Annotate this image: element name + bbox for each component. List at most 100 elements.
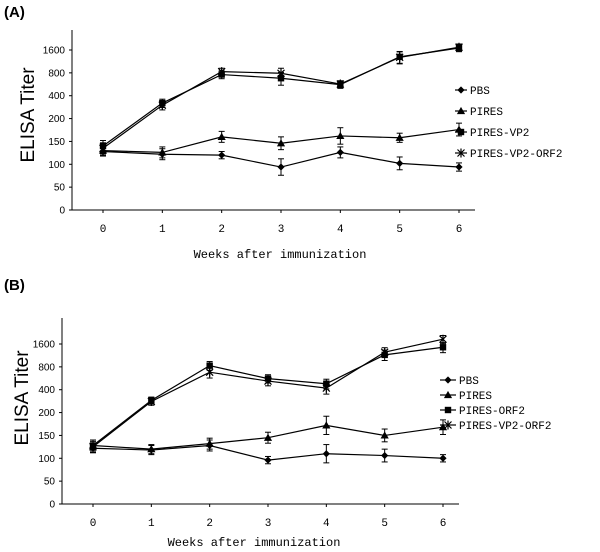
panel-b-data-point (205, 367, 214, 377)
panel-b-data-point (264, 456, 272, 464)
panel-b-data-point (381, 451, 389, 460)
panel-b-x-tick-label: 4 (323, 518, 330, 530)
panel-b-series-1 (88, 415, 448, 455)
panel-a-data-point (277, 68, 285, 78)
panel-a-legend-label: PIRES-VP2 (470, 128, 529, 140)
panel-a-series-1 (98, 122, 464, 159)
panel-a: (A) ELISA Titer Weeks after immunization… (4, 4, 562, 262)
panel-b-legend-label: PIRES-VP2-ORF2 (459, 421, 551, 433)
panel-b: (B) ELISA Titer Weeks after immunization… (4, 277, 551, 550)
panel-b-x-tick-label: 5 (381, 518, 388, 530)
panel-a-y-tick-label: 0 (59, 206, 65, 217)
panel-a-series-2 (99, 44, 463, 152)
panel-b-y-tick-label: 150 (38, 431, 55, 442)
panel-b-series-line (92, 346, 444, 446)
panel-b-legend-item: PIRES (440, 390, 492, 403)
panel-a-data-point (276, 139, 286, 147)
panel-a-data-point (336, 79, 345, 89)
panel-b-data-point (147, 445, 156, 453)
panel-b-x-tick-label: 6 (440, 518, 447, 530)
panel-b-legend-marker (443, 390, 453, 399)
panel-b-x-axis-label: Weeks after immunization (168, 536, 341, 550)
panel-b-y-tick-label: 800 (38, 362, 55, 373)
panel-a-series-3 (99, 42, 463, 155)
panel-a-x-tick-label: 3 (278, 224, 285, 236)
panel-b-y-tick-label: 100 (38, 454, 55, 465)
panel-b-data-point (147, 396, 156, 406)
panel-b-y-tick-label: 400 (38, 385, 55, 396)
panel-b-y-ticks: 0 50 100 150 200 400 800 1600 (33, 340, 62, 511)
panel-a-legend-marker (457, 86, 465, 94)
panel-b-legend-label: PIRES-ORF2 (459, 406, 525, 418)
panel-a-data-point (455, 42, 463, 52)
panel-a-data-point (396, 159, 404, 167)
panel-b-y-tick-label: 1600 (33, 340, 56, 351)
panel-a-legend: PBS PIRES PIRES-VP2 PIRES-VP2-ORF2 (455, 86, 562, 161)
panel-b-data-point (89, 442, 97, 452)
panel-b-series-line (92, 338, 444, 448)
panel-a-data-point (158, 148, 167, 156)
panel-b-legend-label: PBS (459, 376, 479, 388)
panel-a-series-0 (99, 146, 463, 176)
panel-a-y-tick-label: 200 (48, 114, 65, 125)
panel-a-data-point (336, 131, 345, 140)
panel-b-x-ticks: 0 1 2 3 4 5 6 (90, 504, 447, 530)
panel-a-data-point (218, 151, 226, 159)
panel-b-data-point (205, 439, 214, 447)
panel-a-y-tick-label: 50 (54, 183, 66, 194)
panel-b-data-point (380, 431, 389, 439)
panel-a-data-point (217, 67, 226, 77)
panel-a-data-point (158, 100, 167, 110)
panel-a-series-line (102, 46, 460, 149)
panel-a-x-tick-label: 1 (159, 224, 166, 236)
panel-b-legend: PBS PIRES PIRES-ORF2 PIRES-VP2-ORF2 (440, 376, 551, 433)
panel-b-y-tick-label: 50 (44, 477, 56, 488)
panel-a-legend-marker (457, 148, 465, 158)
panel-a-legend-label: PIRES (470, 107, 503, 119)
panel-b-data-point (322, 421, 331, 429)
panel-b-plot-area (88, 334, 448, 465)
panel-b-data-point (322, 383, 331, 393)
panel-a-label: (A) (4, 4, 25, 21)
panel-a-legend-item: PIRES (455, 106, 503, 119)
panel-a-x-tick-label: 4 (337, 224, 344, 236)
panel-a-data-point (455, 163, 463, 171)
panel-b-data-point (439, 344, 447, 351)
panel-b-x-tick-label: 1 (148, 518, 155, 530)
panel-a-legend-marker (456, 106, 466, 115)
panel-a-data-point (395, 52, 404, 62)
panel-a-legend-item: PBS (455, 86, 490, 98)
panel-a-y-tick-label: 400 (48, 91, 65, 102)
panel-b-legend-item: PIRES-ORF2 (440, 406, 525, 418)
panel-b-label: (B) (4, 277, 25, 294)
panel-a-y-axis-label: ELISA Titer (18, 67, 39, 163)
panel-a-x-tick-label: 0 (100, 224, 107, 236)
panel-b-data-point (264, 376, 272, 386)
panel-a-legend-label: PBS (470, 86, 490, 98)
panel-a-x-tick-label: 5 (396, 224, 403, 236)
panel-b-data-point (263, 433, 273, 441)
panel-b-legend-item: PBS (440, 376, 479, 388)
panel-a-x-ticks: 0 1 2 3 4 5 6 (100, 210, 463, 236)
panel-a-y-ticks: 0 50 100 150 200 400 800 1600 (43, 46, 72, 217)
panel-a-x-axis-label: Weeks after immunization (194, 248, 367, 262)
panel-a-data-point (217, 132, 226, 140)
panel-a-y-tick-label: 1600 (43, 46, 66, 57)
panel-b-axes (61, 318, 459, 505)
panel-a-data-point (99, 143, 107, 153)
panel-b-y-tick-label: 200 (38, 408, 55, 419)
panel-b-data-point (439, 454, 447, 462)
panel-a-legend-label: PIRES-VP2-ORF2 (470, 149, 562, 161)
panel-b-legend-marker (444, 420, 452, 430)
panel-a-y-tick-label: 100 (48, 160, 65, 171)
panel-a-data-point (336, 148, 344, 156)
panel-a-y-tick-label: 800 (48, 68, 65, 79)
panel-b-data-point (439, 334, 447, 344)
panel-b-data-point (206, 362, 213, 369)
panel-a-x-tick-label: 2 (218, 224, 225, 236)
panel-b-legend-marker (444, 406, 452, 414)
panel-b-legend-item: PIRES-VP2-ORF2 (440, 420, 551, 433)
panel-a-x-tick-label: 6 (456, 224, 463, 236)
panel-b-x-tick-label: 2 (206, 518, 213, 530)
